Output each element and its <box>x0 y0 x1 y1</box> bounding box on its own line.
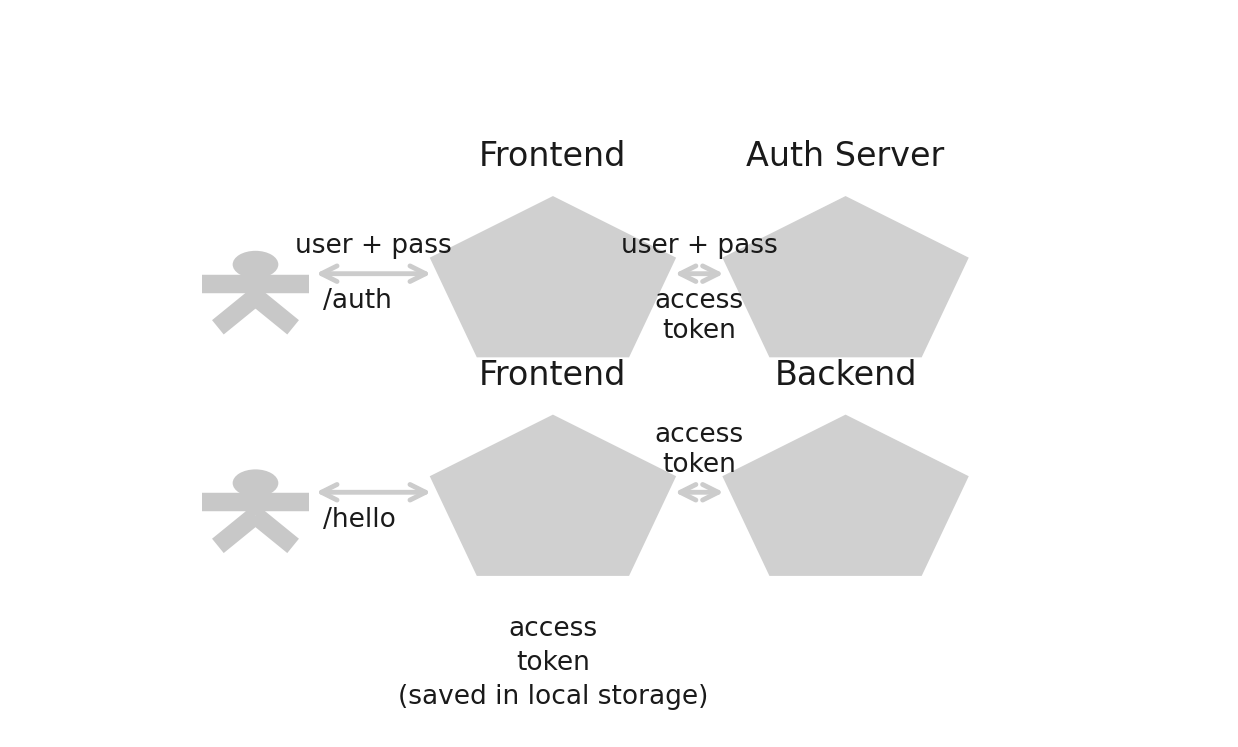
Polygon shape <box>722 415 969 576</box>
Circle shape <box>233 469 279 497</box>
Text: Frontend: Frontend <box>479 359 626 391</box>
Text: access
token: access token <box>655 422 744 478</box>
Text: /hello: /hello <box>323 506 396 533</box>
Text: user + pass: user + pass <box>295 233 452 259</box>
Circle shape <box>233 251 279 278</box>
Text: access
token
(saved in local storage): access token (saved in local storage) <box>397 616 708 710</box>
Text: Backend: Backend <box>774 359 917 391</box>
Text: /auth: /auth <box>323 288 391 314</box>
Text: Auth Server: Auth Server <box>747 140 945 173</box>
Polygon shape <box>430 415 676 576</box>
Text: access
token: access token <box>655 288 744 344</box>
Text: Frontend: Frontend <box>479 140 626 173</box>
Polygon shape <box>722 196 969 357</box>
Text: user + pass: user + pass <box>621 233 777 259</box>
Polygon shape <box>430 196 676 357</box>
